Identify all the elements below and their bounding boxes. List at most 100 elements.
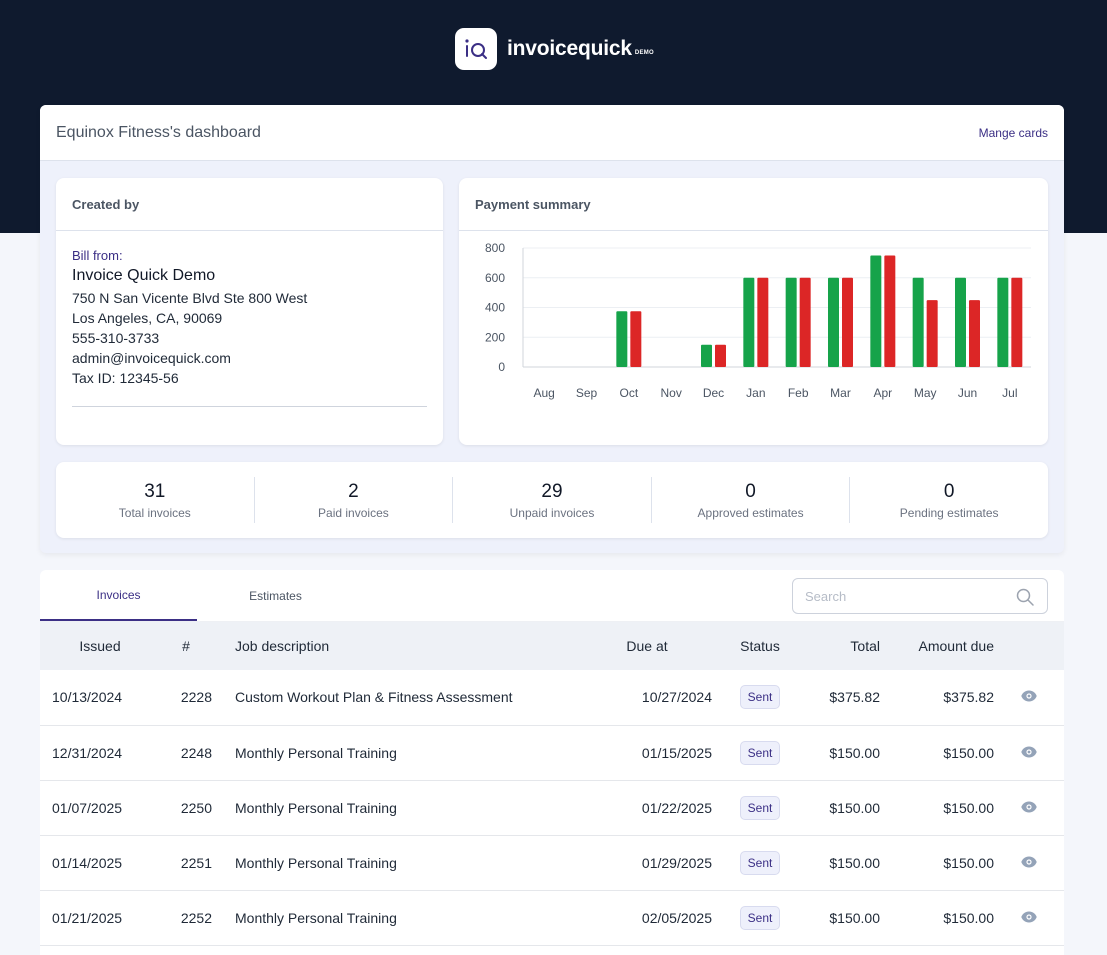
tab-bar: Invoices Estimates — [40, 570, 1064, 622]
eye-icon[interactable] — [1021, 911, 1037, 923]
cell-total: $375.82 — [829, 689, 880, 706]
table-row[interactable]: 01/14/2025 2251 Monthly Personal Trainin… — [40, 835, 1064, 890]
bar — [616, 311, 628, 367]
col-amount-due[interactable]: Amount due — [918, 638, 995, 654]
x-tick-label: Mar — [830, 386, 851, 400]
cell-total: $150.00 — [829, 909, 880, 926]
cell-number: 2251 — [180, 854, 212, 871]
cell-amount-due: $150.00 — [943, 744, 994, 761]
col-issued[interactable]: Issued — [79, 638, 121, 654]
bar — [969, 300, 980, 367]
col-job-description[interactable]: Job description — [235, 638, 330, 654]
cell-number: 2248 — [180, 744, 212, 761]
table-row[interactable]: 01/21/2025 2252 Monthly Personal Trainin… — [40, 890, 1064, 945]
view-button[interactable] — [994, 890, 1064, 945]
payment-chart: 0 200 400 600 800 Aug Sep Oct Nov Dec Jan Feb Mar Apr… — [485, 241, 1031, 400]
col-actions — [994, 622, 1064, 670]
x-tick-label: Apr — [873, 386, 892, 400]
bar — [1011, 277, 1023, 367]
created-by-card: Created by Bill from: Invoice Quick Demo… — [56, 178, 443, 445]
cell-status: Sent — [712, 890, 792, 945]
dashboard-title: Equinox Fitness's dashboard — [56, 123, 261, 141]
status-badge: Sent — [739, 850, 781, 875]
divider — [72, 406, 427, 407]
search-input[interactable] — [805, 588, 1005, 604]
bar — [912, 277, 924, 367]
status-badge: Sent — [739, 905, 781, 930]
view-button[interactable] — [994, 725, 1064, 780]
x-tick-label: Aug — [533, 386, 554, 400]
bar — [715, 344, 726, 367]
y-tick-label: 200 — [485, 330, 505, 344]
y-tick-label: 400 — [485, 301, 505, 315]
bill-from-label: Bill from: — [72, 248, 123, 263]
status-badge: Sent — [739, 685, 781, 710]
table-row[interactable]: 10/13/2024 2228 Custom Workout Plan & Fi… — [40, 670, 1064, 725]
x-tick-label: May — [914, 386, 937, 400]
cell-total: $150.00 — [829, 799, 880, 816]
tab-invoices[interactable]: Invoices — [40, 570, 197, 621]
bar — [799, 277, 811, 367]
table-row[interactable]: 01/07/2025 2250 Monthly Personal Trainin… — [40, 780, 1064, 835]
address-line-2: Los Angeles, CA, 90069 — [72, 310, 223, 326]
col-due-at[interactable]: Due at — [626, 638, 668, 654]
tax-id: Tax ID: 12345-56 — [72, 370, 179, 386]
cell-job: Monthly Personal Training — [235, 909, 397, 926]
eye-icon[interactable] — [1021, 856, 1037, 868]
address-line-1: 750 N San Vicente Blvd Ste 800 West — [72, 290, 308, 306]
dashboard-header: Equinox Fitness's dashboard Mange cards — [40, 105, 1064, 161]
cell-amount-due: $375.82 — [943, 689, 994, 706]
manage-cards-link[interactable]: Mange cards — [978, 125, 1048, 140]
table-row[interactable]: 12/31/2024 2248 Monthly Personal Trainin… — [40, 725, 1064, 780]
bar — [884, 255, 896, 367]
y-tick-label: 0 — [498, 360, 505, 374]
cell-issued: 01/14/2025 — [52, 854, 123, 871]
brand-demo-tag: DEMO — [634, 50, 655, 56]
invoices-table: Issued # Job description Due at Status T… — [40, 622, 1064, 946]
stat-label: Total invoices — [118, 505, 191, 520]
bar — [757, 277, 769, 367]
bar — [926, 300, 938, 367]
view-button[interactable] — [994, 780, 1064, 835]
cell-issued: 01/07/2025 — [52, 799, 123, 816]
cell-number: 2252 — [180, 909, 212, 926]
x-tick-label: Oct — [619, 386, 638, 400]
x-tick-label: Feb — [788, 386, 809, 400]
cell-number: 2250 — [180, 799, 212, 816]
bar — [842, 277, 853, 367]
brand-name: invoicequick — [507, 37, 632, 60]
bar — [743, 277, 755, 367]
status-badge: Sent — [739, 740, 781, 765]
eye-icon[interactable] — [1021, 746, 1037, 758]
phone: 555-310-3733 — [72, 330, 160, 346]
cell-status: Sent — [712, 725, 792, 780]
stat-value: 0 — [943, 480, 955, 502]
cell-job: Custom Workout Plan & Fitness Assessment — [235, 689, 513, 706]
status-badge: Sent — [739, 795, 781, 820]
brand[interactable]: invoicequick DEMO — [455, 28, 654, 70]
bar — [828, 277, 839, 367]
view-button[interactable] — [994, 670, 1064, 725]
cell-issued: 12/31/2024 — [52, 744, 123, 761]
eye-icon[interactable] — [1021, 801, 1037, 813]
eye-icon[interactable] — [1021, 690, 1037, 702]
col-total[interactable]: Total — [850, 638, 880, 654]
tab-estimates[interactable]: Estimates — [249, 588, 302, 603]
col-number[interactable]: # — [182, 638, 190, 654]
stat-total-invoices[interactable]: 31 Total invoices — [56, 477, 255, 523]
stat-approved-estimates[interactable]: 0 Approved estimates — [652, 477, 851, 523]
stat-paid-invoices[interactable]: 2 Paid invoices — [255, 477, 454, 523]
stat-label: Approved estimates — [697, 505, 804, 520]
col-status[interactable]: Status — [740, 638, 780, 654]
bar — [630, 311, 642, 367]
cell-due: 02/05/2025 — [641, 909, 712, 926]
stat-unpaid-invoices[interactable]: 29 Unpaid invoices — [453, 477, 652, 523]
cell-due: 01/15/2025 — [641, 744, 712, 761]
view-button[interactable] — [994, 835, 1064, 890]
cell-issued: 01/21/2025 — [52, 909, 123, 926]
stat-pending-estimates[interactable]: 0 Pending estimates — [850, 477, 1048, 523]
search-icon[interactable] — [1015, 587, 1035, 612]
stat-value: 31 — [144, 480, 166, 502]
bar — [701, 344, 712, 367]
x-tick-label: Jul — [1002, 386, 1017, 400]
